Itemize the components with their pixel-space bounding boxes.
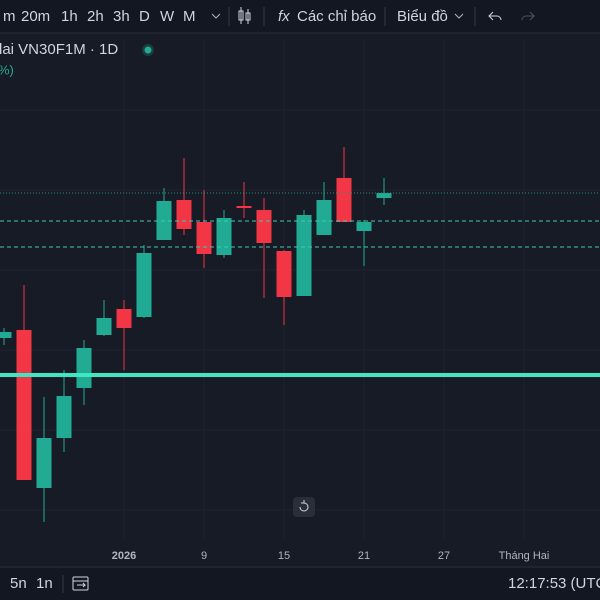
change: %) (0, 62, 14, 77)
candle-body (116, 309, 132, 328)
candle-body (276, 251, 292, 297)
interval-button[interactable]: 2h (87, 8, 104, 25)
candle-body (136, 253, 152, 317)
symbol-title: lai VN30F1M · 1D (0, 41, 118, 58)
interval-button[interactable]: M (183, 8, 196, 25)
fx-icon[interactable]: fx (278, 8, 290, 25)
x-tick-label: 9 (201, 550, 207, 562)
interval-button[interactable]: 1h (61, 8, 78, 25)
interval-button[interactable]: 3h (113, 8, 130, 25)
candle-body (236, 206, 252, 208)
bottom-bar (0, 568, 600, 600)
candle-body (0, 332, 12, 338)
candle-body (96, 318, 112, 335)
x-tick-label: Tháng Hai (499, 550, 550, 562)
candle-body (56, 396, 72, 438)
indicators-button[interactable]: Các chỉ báo (297, 8, 376, 25)
candle-body (316, 200, 332, 235)
candle-body (36, 438, 52, 488)
reset-icon (299, 500, 309, 512)
candle-body (16, 330, 32, 480)
candle-body (356, 222, 372, 231)
candle-body (76, 348, 92, 388)
toolbar-items: m 20m 1h 2h 3h D W M (3, 8, 196, 25)
interval-button[interactable]: m (3, 8, 16, 25)
reset-button[interactable] (293, 497, 315, 517)
undo-button[interactable] (488, 11, 502, 21)
range-button[interactable]: 5n (10, 575, 27, 592)
chart-type-button[interactable]: Biểu đồ (397, 8, 448, 25)
candle-body (256, 210, 272, 243)
x-tick-label: 2026 (112, 550, 136, 562)
clock: 12:17:53 (UTC (508, 575, 600, 592)
status-dot (144, 46, 152, 54)
candle-body (196, 222, 212, 254)
dropdown-arrow[interactable] (211, 13, 221, 19)
candle-body (296, 215, 312, 296)
x-tick-label: 15 (278, 550, 290, 562)
x-tick-label: 21 (358, 550, 370, 562)
range-button[interactable]: 1n (36, 575, 53, 592)
top-toolbar (0, 0, 600, 33)
interval-button[interactable]: D (139, 8, 150, 25)
dropdown-arrow[interactable] (454, 13, 464, 19)
interval-button[interactable]: 20m (21, 8, 50, 25)
candle-body (336, 178, 352, 222)
interval-button[interactable]: W (160, 8, 175, 25)
redo-button[interactable] (521, 11, 535, 21)
plot: 2026 9 15 21 27 Tháng Hai (0, 40, 600, 562)
candle-body (376, 193, 392, 198)
x-tick-label: 27 (438, 550, 450, 562)
date-range-button[interactable] (72, 576, 89, 591)
candle-body (176, 200, 192, 229)
candle-body (216, 218, 232, 255)
candle-icon[interactable] (238, 7, 251, 24)
